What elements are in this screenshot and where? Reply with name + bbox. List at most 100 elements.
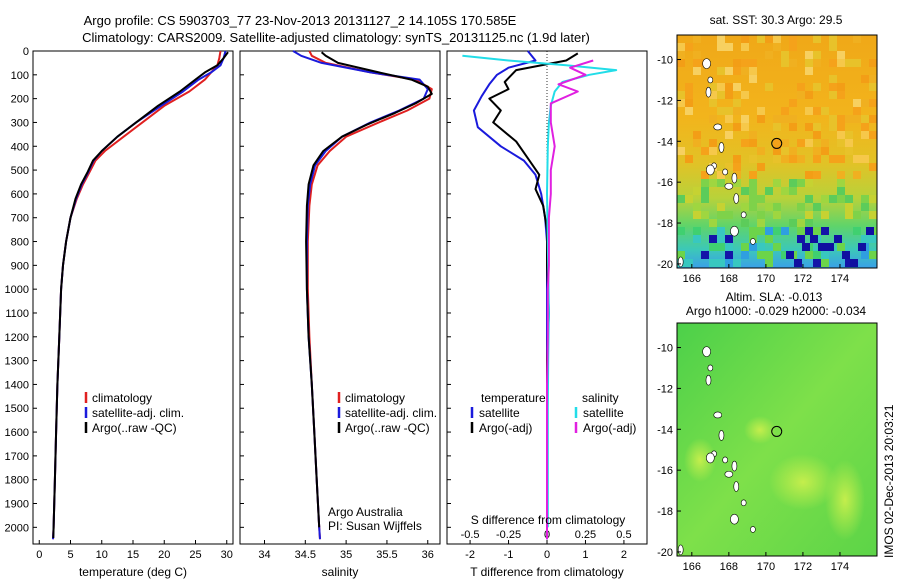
sst-pixel	[802, 243, 810, 251]
map-lon-tick-label: 166	[683, 273, 701, 285]
sst-pixel	[717, 259, 725, 267]
sst-pixel	[829, 43, 837, 51]
sst-pixel	[853, 171, 861, 179]
depth-tick-label: 700	[11, 213, 29, 225]
sst-pixel	[685, 43, 693, 51]
sst-pixel	[733, 67, 741, 75]
sst-pixel	[837, 91, 845, 99]
sst-pixel	[725, 91, 733, 99]
sst-pixel	[837, 131, 845, 139]
sst-pixel	[717, 203, 725, 211]
sst-pixel	[781, 227, 789, 235]
sst-pixel	[797, 179, 805, 187]
sst-pixel	[765, 235, 773, 243]
sst-pixel	[869, 131, 877, 139]
sst-pixel	[765, 83, 773, 91]
sst-pixel	[818, 243, 826, 251]
sst-pixel	[797, 235, 805, 243]
sst-pixel	[829, 195, 837, 203]
sst-pixel	[773, 211, 781, 219]
depth-tick-label: 300	[11, 117, 29, 129]
sst-pixel	[741, 59, 749, 67]
t-difference-label: T difference from climatology	[470, 565, 624, 579]
sst-pixel	[717, 107, 725, 115]
sst-pixel	[765, 35, 773, 43]
sst-pixel	[765, 51, 773, 59]
sst-pixel	[853, 227, 861, 235]
sst-pixel	[789, 155, 797, 163]
sla-map-subtitle: Argo h1000: -0.029 h2000: -0.034	[686, 304, 866, 318]
sst-pixel	[829, 155, 837, 163]
sst-pixel	[853, 99, 861, 107]
sst-pixel	[701, 195, 709, 203]
sst-pixel	[813, 51, 821, 59]
sst-pixel	[805, 59, 813, 67]
salinity-series-argo-raw-qc	[305, 51, 433, 528]
salinity-x-tick-label: 36	[422, 549, 434, 561]
sst-pixel	[869, 83, 877, 91]
sst-pixel	[805, 67, 813, 75]
sst-pixel	[733, 179, 741, 187]
sst-pixel	[749, 243, 757, 251]
depth-tick-label: 400	[11, 141, 29, 153]
sst-pixel	[725, 107, 733, 115]
map-lat-tick-label: -16	[657, 465, 673, 477]
sst-pixel	[773, 123, 781, 131]
sst-pixel	[677, 59, 685, 67]
sst-pixel	[813, 203, 821, 211]
sst-pixel	[789, 59, 797, 67]
sst-pixel	[837, 179, 845, 187]
sst-pixel	[757, 219, 765, 227]
sst-pixel	[757, 147, 765, 155]
temperature-series-climatology	[52, 50, 222, 540]
sst-pixel	[866, 227, 874, 235]
sst-pixel	[749, 67, 757, 75]
island-outline	[750, 238, 756, 245]
sst-pixel	[717, 235, 725, 243]
depth-axis: 0 100 200 300 400 500 600 700 800 900 1000 1100 1200…	[5, 46, 37, 534]
map-lon-tick-label: 174	[831, 561, 849, 573]
difference-panel: -2 -1 0 1 2 -0.5 -0.25 0 0.25 0.5 S difference f…	[446, 50, 648, 579]
sst-pixel	[789, 35, 797, 43]
temperature-legend-label: climatology	[92, 391, 152, 405]
sst-pixel	[709, 99, 717, 107]
sst-pixel	[773, 139, 781, 147]
map-lon-tick-label: 172	[794, 561, 812, 573]
sst-pixel	[693, 187, 701, 195]
sst-pixel	[685, 195, 693, 203]
sst-pixel	[869, 59, 877, 67]
sst-pixel	[837, 243, 845, 251]
difference-legend-label: Argo(-adj)	[583, 421, 636, 435]
sst-pixel	[837, 139, 845, 147]
sst-pixel	[813, 59, 821, 67]
sst-pixel	[733, 107, 741, 115]
sst-pixel	[757, 163, 765, 171]
sst-pixel	[821, 211, 829, 219]
sst-pixel	[701, 147, 709, 155]
sst-pixel	[749, 155, 757, 163]
sst-pixel	[741, 35, 749, 43]
sst-pixel	[853, 211, 861, 219]
sst-pixel	[869, 195, 877, 203]
sst-pixel	[709, 139, 717, 147]
sst-pixel	[813, 171, 821, 179]
sst-pixel	[685, 107, 693, 115]
sst-pixel	[845, 195, 853, 203]
depth-tick-label: 800	[11, 237, 29, 249]
sst-pixel	[837, 123, 845, 131]
island-outline	[724, 182, 734, 190]
sst-pixel	[813, 147, 821, 155]
sst-pixel	[797, 227, 805, 235]
salinity-series-satellite-adj-clim	[292, 50, 429, 540]
sst-pixel	[797, 203, 805, 211]
sst-pixel	[805, 219, 813, 227]
sst-pixel	[741, 115, 749, 123]
sst-pixel	[861, 115, 869, 123]
depth-tick-label: 1900	[5, 499, 29, 511]
sst-pixel	[837, 187, 845, 195]
sst-pixel	[773, 43, 781, 51]
sst-pixel	[685, 91, 693, 99]
map-lat-tick-label: -14	[657, 424, 673, 436]
sst-pixel	[781, 107, 789, 115]
